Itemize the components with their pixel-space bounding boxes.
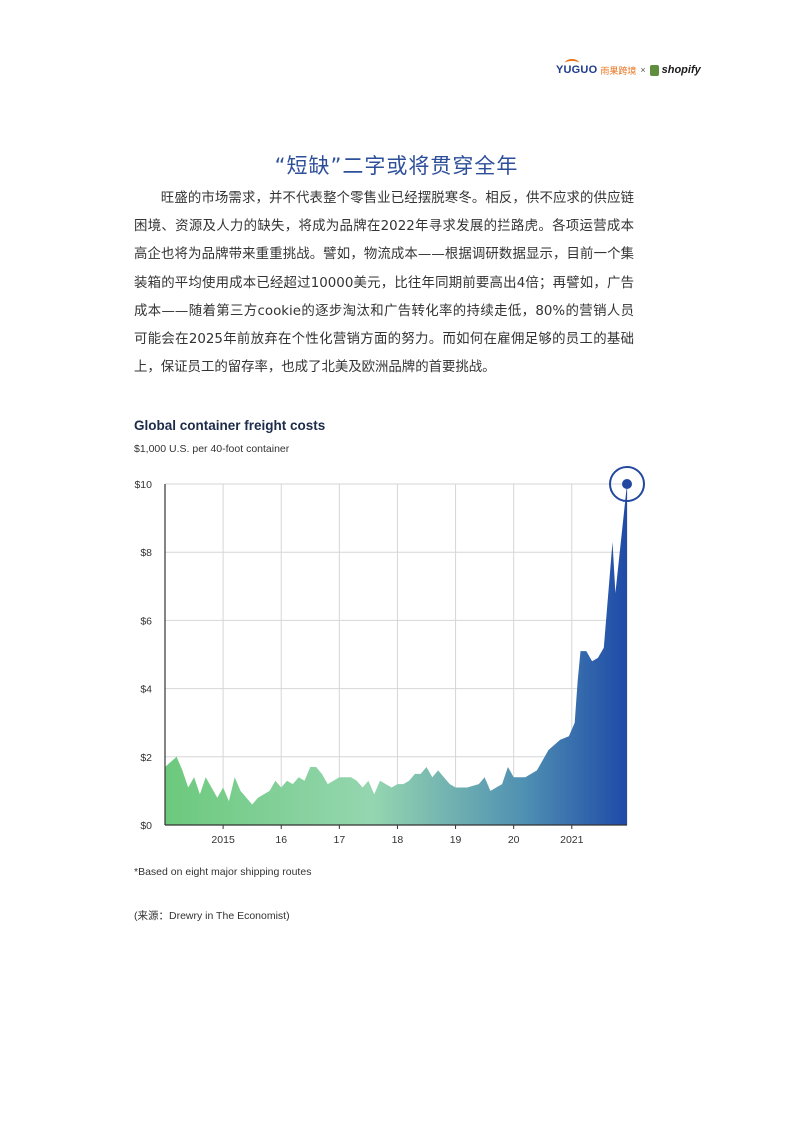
chart-title: Global container freight costs [134,418,326,433]
x-tick-label: 17 [333,834,345,846]
x-tick-label: 16 [275,834,287,846]
highlight-ring [609,466,645,502]
freight-cost-chart: $0 $2 $4 $6 $8 $10 2015 16 17 18 19 20 2021 [134,466,645,846]
brand-logos: YUGUO 雨果跨境 × shopify [556,59,706,79]
highlight-point [622,479,632,489]
freight-cost-area [165,484,627,825]
y-tick-label: $0 [140,820,152,832]
y-tick-label: $8 [140,547,152,559]
y-tick-label: $10 [134,479,152,491]
yuguo-logo-text: YUGUO [556,64,598,76]
x-tick-label: 2015 [211,834,235,846]
x-tick-label: 19 [450,834,462,846]
yuguo-logo-arc-icon [565,59,579,67]
y-tick-label: $6 [140,615,152,627]
latest-value-highlight [609,466,645,502]
x-tick-label: 2021 [560,834,584,846]
yuguo-logo: YUGUO [556,59,598,76]
shopify-logo: shopify [661,64,701,76]
brand-separator: × [640,65,646,75]
shopify-bag-icon [649,64,659,76]
y-tick-label: $2 [140,752,152,764]
y-tick-label: $4 [140,684,152,696]
y-tick-labels: $0 $2 $4 $6 $8 $10 [134,479,152,832]
chart-axes [164,484,627,829]
chart-subtitle: $1,000 U.S. per 40-foot container [134,443,290,455]
chart-source: (来源：Drewry in The Economist) [134,910,290,922]
section-title: “短缺”二字或将贯穿全年 [274,154,519,178]
x-tick-labels: 2015 16 17 18 19 20 2021 [211,834,583,846]
x-tick-label: 18 [392,834,404,846]
x-tick-label: 20 [508,834,520,846]
yuguo-cn-logo: 雨果跨境 [600,65,637,76]
section-body: 旺盛的市场需求，并不代表整个零售业已经摆脱寒冬。相反，供不应求的供应链困境、资源… [134,191,634,376]
chart-footnote: *Based on eight major shipping routes [134,866,312,878]
